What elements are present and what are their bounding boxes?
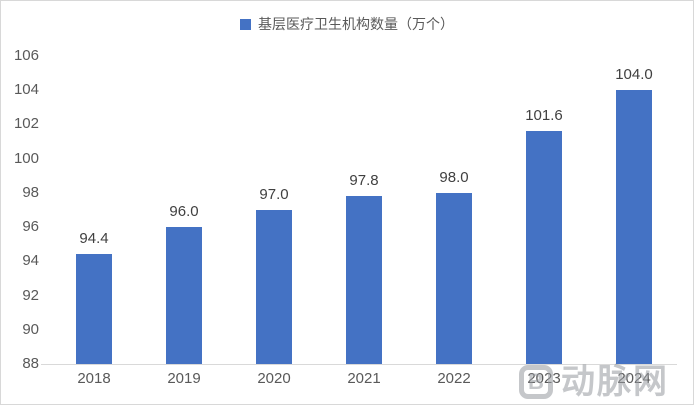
legend-swatch-icon bbox=[240, 18, 251, 30]
y-tick-label: 90 bbox=[22, 320, 39, 338]
y-tick-label: 104 bbox=[13, 81, 39, 99]
x-tick-label: 2024 bbox=[617, 370, 651, 387]
bar-value-label: 97.0 bbox=[259, 186, 289, 203]
bar bbox=[346, 196, 382, 364]
y-tick-label: 102 bbox=[13, 115, 39, 133]
x-tick-label: 2020 bbox=[257, 370, 291, 387]
y-tick-label: 106 bbox=[13, 47, 39, 64]
bar-value-label: 94.4 bbox=[79, 230, 109, 248]
y-tick-label: 100 bbox=[13, 149, 39, 167]
bar bbox=[436, 192, 472, 364]
bar bbox=[616, 90, 652, 364]
x-tick-label: 2022 bbox=[437, 370, 471, 387]
bar bbox=[256, 210, 292, 364]
x-tick-label: 2018 bbox=[77, 370, 111, 387]
bar bbox=[526, 131, 562, 364]
x-tick-label: 2019 bbox=[167, 370, 201, 387]
y-tick-label: 98 bbox=[22, 183, 39, 201]
legend: 基层医疗卫生机构数量（万个） bbox=[1, 11, 693, 37]
y-tick-label: 96 bbox=[22, 218, 39, 236]
bar bbox=[76, 254, 112, 364]
bar bbox=[166, 227, 202, 364]
bar-value-label: 96.0 bbox=[169, 203, 199, 221]
x-tick-label: 2021 bbox=[347, 370, 381, 387]
bar-value-label: 98.0 bbox=[439, 168, 469, 186]
bar-value-label: 104.0 bbox=[615, 66, 653, 84]
vcbeat-watermark: B 动脉网 bbox=[519, 365, 669, 399]
legend-label: 基层医疗卫生机构数量（万个） bbox=[258, 16, 454, 32]
y-tick-label: 94 bbox=[22, 252, 39, 270]
bar-value-label: 97.8 bbox=[349, 172, 379, 190]
y-tick-label: 88 bbox=[22, 355, 39, 372]
bar-value-label: 101.6 bbox=[525, 107, 563, 125]
x-axis-line bbox=[41, 364, 677, 365]
vcbeat-watermark-text: 动脉网 bbox=[561, 363, 669, 401]
vcbeat-logo-icon: B bbox=[519, 365, 553, 399]
y-tick-label: 92 bbox=[22, 286, 39, 304]
